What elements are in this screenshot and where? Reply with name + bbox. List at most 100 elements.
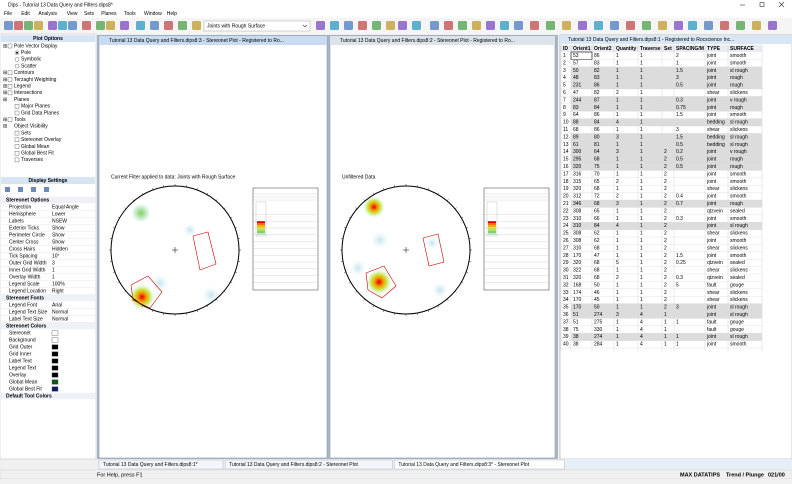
table-cell[interactable]: 50	[594, 282, 600, 288]
table-cell[interactable]: 1	[616, 319, 619, 325]
table-cell[interactable]: 3	[616, 312, 619, 318]
table-cell[interactable]: 1	[640, 83, 643, 89]
table-cell[interactable]: sl rough	[730, 134, 748, 140]
color-swatch[interactable]	[52, 359, 58, 364]
row-id[interactable]: 32	[563, 282, 569, 288]
table-cell[interactable]: 1	[676, 334, 679, 340]
row-id[interactable]: 37	[563, 319, 569, 325]
table-cell[interactable]: 170	[573, 297, 582, 303]
table-cell[interactable]: smooth	[730, 53, 747, 59]
color-swatch[interactable]	[52, 345, 58, 350]
table-cell[interactable]: 170	[573, 305, 582, 311]
toolbar-button[interactable]	[58, 21, 67, 30]
table-cell[interactable]: 1	[616, 142, 619, 148]
table-cell[interactable]: 1	[616, 112, 619, 118]
table-cell[interactable]: 1	[640, 260, 643, 266]
toolbar-button[interactable]	[14, 21, 23, 30]
column-header[interactable]: SPACING/M	[676, 46, 704, 52]
table-cell[interactable]: sl rough	[730, 334, 748, 340]
table-cell[interactable]: 45	[594, 297, 600, 303]
setting-value[interactable]: Normal	[52, 309, 68, 315]
table-cell[interactable]: 51	[573, 319, 579, 325]
checkbox[interactable]	[15, 158, 19, 162]
table-cell[interactable]: 1	[616, 290, 619, 296]
row-id[interactable]: 33	[563, 290, 569, 296]
table-cell[interactable]: 244	[573, 97, 582, 103]
table-cell[interactable]: 61	[573, 142, 579, 148]
radio[interactable]	[15, 64, 19, 68]
table-cell[interactable]: joint	[706, 253, 717, 259]
row-id[interactable]: 2	[563, 60, 566, 66]
checkbox[interactable]	[15, 131, 19, 135]
toolbar-button[interactable]	[106, 21, 115, 30]
table-cell[interactable]: 4	[616, 223, 619, 229]
table-cell[interactable]: 53	[573, 53, 579, 59]
table-cell[interactable]: 320	[573, 275, 582, 281]
color-swatch[interactable]	[52, 366, 58, 371]
table-cell[interactable]: 38	[573, 334, 579, 340]
table-cell[interactable]: 1	[640, 305, 643, 311]
table-cell[interactable]: 2	[664, 171, 667, 177]
setting-value[interactable]: Right	[52, 288, 64, 294]
table-cell[interactable]: joint	[706, 312, 717, 318]
table-cell[interactable]: 2	[664, 157, 667, 163]
toolbar-button[interactable]	[546, 21, 555, 30]
table-cell[interactable]: 1	[616, 83, 619, 89]
table-cell[interactable]: 1	[676, 342, 679, 348]
table-cell[interactable]: 1	[640, 201, 643, 207]
row-id[interactable]: 17	[563, 171, 569, 177]
row-id[interactable]: 28	[563, 253, 569, 259]
table-cell[interactable]: 2	[664, 208, 667, 214]
table-cell[interactable]: sl rough	[730, 68, 748, 74]
table-cell[interactable]: joint	[706, 334, 717, 340]
table-cell[interactable]: 1	[616, 334, 619, 340]
table-cell[interactable]: 68	[594, 268, 600, 274]
toolbar-button[interactable]	[150, 21, 159, 30]
table-cell[interactable]: 231	[573, 83, 582, 89]
table-cell[interactable]: joint	[706, 97, 717, 103]
table-cell[interactable]: 84	[594, 105, 600, 111]
table-cell[interactable]: 1	[616, 127, 619, 133]
table-cell[interactable]: 4	[640, 319, 643, 325]
table-cell[interactable]: joint	[706, 53, 717, 59]
table-cell[interactable]: joint	[706, 201, 717, 207]
table-cell[interactable]: v rough	[730, 149, 747, 155]
table-cell[interactable]: slickens	[730, 231, 748, 237]
row-id[interactable]: 11	[563, 127, 568, 133]
menu-item[interactable]: Sets	[84, 11, 95, 17]
table-cell[interactable]: 1	[616, 245, 619, 251]
table-cell[interactable]: gouge	[730, 282, 744, 288]
table-cell[interactable]: joint	[706, 223, 717, 229]
setting-value[interactable]: 1	[52, 267, 55, 273]
table-cell[interactable]: 0.3	[676, 275, 683, 281]
table-cell[interactable]: 2	[676, 53, 679, 59]
table-cell[interactable]: 2	[664, 268, 667, 274]
toolbar-button[interactable]	[530, 21, 539, 30]
table-cell[interactable]: 1	[616, 164, 619, 170]
setting-value[interactable]: NSEW	[52, 218, 67, 224]
table-cell[interactable]: smooth	[730, 179, 747, 185]
table-cell[interactable]: sl rough	[730, 142, 748, 148]
table-cell[interactable]: joint	[706, 105, 717, 111]
table-cell[interactable]: 1	[616, 186, 619, 192]
table-cell[interactable]: slickens	[730, 90, 748, 96]
table-cell[interactable]: 88	[573, 120, 579, 126]
table-cell[interactable]: 68	[594, 275, 600, 281]
setting-value[interactable]: 1	[52, 274, 55, 280]
table-cell[interactable]: 295	[573, 157, 582, 163]
table-cell[interactable]: 1	[616, 60, 619, 66]
table-cell[interactable]: 47	[573, 90, 579, 96]
table-cell[interactable]: 86	[594, 53, 600, 59]
table-cell[interactable]: 68	[594, 201, 600, 207]
table-cell[interactable]: 1	[616, 216, 619, 222]
table-cell[interactable]: 2	[664, 149, 667, 155]
row-id[interactable]: 4	[563, 75, 566, 81]
table-cell[interactable]: 1	[640, 216, 643, 222]
table-cell[interactable]: slickens	[730, 268, 748, 274]
color-swatch[interactable]	[52, 338, 58, 343]
table-cell[interactable]: 64	[573, 112, 579, 118]
table-cell[interactable]: 1	[640, 238, 643, 244]
table-cell[interactable]: fault	[707, 327, 717, 333]
checkbox[interactable]	[8, 78, 12, 82]
table-cell[interactable]: 51	[573, 312, 579, 318]
